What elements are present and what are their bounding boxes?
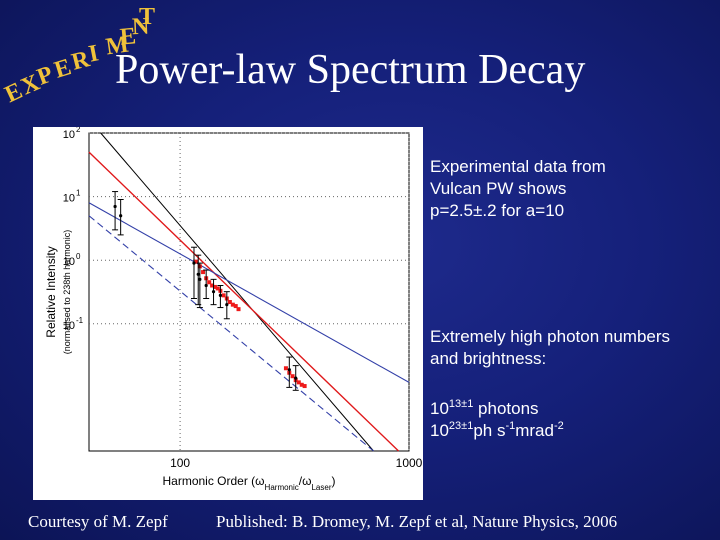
red-data-point: [215, 286, 220, 291]
error-bar-point: [192, 261, 196, 265]
red-data-point: [230, 302, 235, 307]
red-data-point: [201, 270, 206, 275]
y-tick-exponent: -1: [76, 316, 84, 325]
publication-reference: Published: B. Dromey, M. Zepf et al, Nat…: [216, 512, 618, 531]
note-line: Experimental data from: [430, 157, 606, 176]
error-bar-point: [119, 214, 123, 218]
fit-lines: [88, 132, 410, 452]
note-line: Vulcan PW shows: [430, 179, 567, 198]
error-bar-point: [287, 368, 291, 372]
error-bar-point: [211, 290, 216, 294]
fit-line-dashed-blue: [88, 215, 374, 452]
note-line: Extremely high photon numbers: [430, 327, 671, 346]
stamp-letter: T: [139, 4, 156, 30]
error-bar-point: [225, 303, 229, 307]
fit-line-solid-blue: [88, 202, 410, 383]
note-line: and brightness:: [430, 349, 547, 368]
y-axis-sublabel: (normalised to 238th harmonic): [62, 230, 72, 355]
error-bar-point: [198, 277, 202, 281]
note-block-2: Extremely high photon numbers and bright…: [430, 326, 670, 370]
red-data-point: [210, 283, 215, 288]
error-bar: [210, 278, 217, 306]
fit-line-solid-red: [88, 151, 400, 452]
error-bar: [190, 246, 197, 299]
red-data-point: [299, 382, 304, 387]
red-data-point: [233, 304, 238, 309]
red-data-point: [302, 384, 307, 389]
error-bar-point: [218, 293, 223, 297]
red-data-point: [283, 366, 288, 371]
y-tick-label: 10: [63, 193, 75, 205]
x-axis-label-part: ): [332, 474, 336, 488]
error-bar-point: [294, 376, 298, 380]
error-bar: [117, 199, 124, 236]
x-axis-label-part: Harmonic Order (ω: [162, 474, 264, 488]
grid-lines: [89, 132, 410, 451]
y-tick-label: 10: [63, 256, 75, 268]
y-axis-label: Relative Intensity: [44, 246, 58, 337]
x-axis-label-subscript: Laser: [311, 483, 331, 492]
error-bars: [112, 191, 299, 391]
red-data-point: [236, 307, 241, 312]
y-tick-label: 10: [63, 129, 75, 141]
red-data-point: [290, 374, 295, 379]
x-axis-label-part: /ω: [299, 474, 312, 488]
x-tick-label: 100: [170, 456, 190, 470]
error-bar-point: [196, 272, 200, 276]
y-tick-exponent: 2: [76, 127, 81, 134]
x-ticks: 100 1000: [170, 456, 423, 470]
red-data-point: [194, 259, 199, 264]
slide-title: Power-law Spectrum Decay: [115, 47, 586, 93]
red-data-point: [296, 380, 301, 385]
error-bar: [203, 269, 210, 299]
error-bar: [217, 285, 224, 309]
x-axis-label-subscript: Harmonic: [265, 483, 299, 492]
fit-line-solid-black: [100, 132, 374, 452]
error-bar: [196, 262, 203, 309]
error-bar: [286, 356, 293, 388]
red-data-point: [207, 280, 212, 285]
courtesy-note: Courtesy of M. Zepf: [28, 512, 168, 531]
y-tick-exponent: 1: [76, 189, 81, 198]
error-bar: [112, 191, 119, 231]
brightness-value: 1023±1ph s-1mrad-2: [430, 420, 564, 440]
note-line: p=2.5±.2 for a=10: [430, 201, 565, 220]
red-data-point: [227, 300, 232, 305]
error-bar-point: [204, 283, 208, 288]
note-block-1: Experimental data from Vulcan PW shows p…: [430, 156, 606, 222]
error-bar: [292, 365, 299, 391]
error-bar-point: [113, 204, 117, 209]
red-data-point: [221, 293, 226, 298]
red-data-point: [212, 284, 217, 289]
y-tick-label: 10: [63, 320, 75, 332]
error-bar: [223, 291, 230, 320]
x-tick-label: 1000: [396, 456, 423, 470]
chart-panel: 10 2 10 1 10 0 10 -1 100 1000 Relative Intensity…: [33, 125, 423, 500]
y-tick-exponent: 0: [76, 252, 81, 261]
x-axis-label: Harmonic Order (ωHarmonic/ωLaser): [162, 474, 335, 492]
photon-count: 1013±1 photons: [430, 398, 539, 418]
